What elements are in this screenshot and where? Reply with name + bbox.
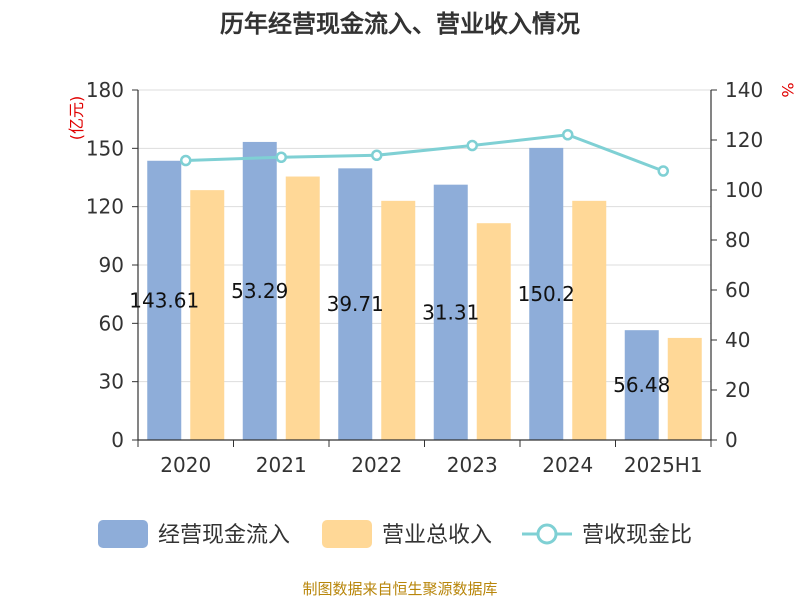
cash-inflow-bar	[338, 168, 373, 440]
revenue-bar	[381, 200, 416, 440]
right-tick-label: 100	[725, 178, 763, 202]
data-labels: 143.61 53.29 39.71 31.31 150.2 56.48	[129, 279, 670, 397]
axes: 0 30 60 90 120 150 180 0 20 40 60 80 100 120 140 2020 20…	[86, 78, 763, 477]
left-tick-label: 90	[99, 253, 124, 277]
left-tick-label: 0	[111, 428, 124, 452]
x-tick-label: 2024	[542, 453, 593, 477]
legend-revenue-swatch	[322, 520, 372, 548]
grid	[138, 89, 711, 383]
ratio-point	[180, 154, 192, 167]
cash-inflow-data-label: 31.31	[422, 300, 479, 324]
x-tick-label: 2025H1	[624, 453, 703, 477]
ratio-line-path	[185, 133, 664, 173]
cash-inflow-data-label: 143.61	[129, 288, 199, 312]
right-tick-label: 0	[725, 428, 738, 452]
cash-inflow-bar	[242, 141, 277, 441]
right-tick-label: 140	[725, 78, 763, 102]
cash-inflow-data-label: 39.71	[327, 292, 384, 316]
right-tick-label: 40	[725, 328, 750, 352]
ratio-point	[275, 151, 287, 163]
x-tick-label: 2022	[351, 453, 402, 477]
legend-revenue-label: 营业总收入	[382, 523, 492, 548]
x-tick-label: 2021	[256, 453, 307, 477]
right-tick-label: 60	[725, 278, 750, 302]
ratio-point	[466, 139, 478, 152]
right-tick-label: 80	[725, 228, 750, 252]
cash-inflow-bar	[529, 147, 564, 440]
cash-inflow-data-label: 56.48	[613, 373, 670, 397]
legend-ratio-marker	[536, 523, 558, 545]
cash-inflow-bar	[433, 184, 468, 440]
legend-cash-inflow-label: 经营现金流入	[158, 523, 290, 548]
left-tick-label: 120	[86, 195, 124, 219]
ratio-line	[180, 129, 669, 177]
chart-title: 历年经营现金流入、营业收入情况	[220, 10, 580, 38]
legend: 经营现金流入 营业总收入 营收现金比	[98, 520, 692, 548]
ratio-point	[657, 165, 669, 177]
cash-inflow-data-label: 53.29	[231, 279, 288, 303]
left-tick-label: 180	[86, 78, 124, 102]
x-tick-label: 2023	[447, 453, 498, 477]
source-note: 制图数据来自恒生聚源数据库	[302, 580, 497, 598]
right-tick-label: 120	[725, 128, 763, 152]
ratio-point	[371, 149, 383, 161]
right-tick-label: 20	[725, 378, 750, 402]
left-tick-label: 60	[99, 311, 124, 335]
cash-inflow-bar	[624, 330, 659, 440]
ratio-point	[562, 129, 574, 141]
revenue-bar	[572, 200, 607, 440]
cash-inflow-data-label: 150.2	[518, 282, 575, 306]
x-tick-label: 2020	[160, 453, 211, 477]
bar-group	[147, 141, 702, 441]
revenue-bar	[190, 190, 225, 440]
revenue-bar	[476, 223, 511, 440]
legend-cash-inflow-swatch	[98, 520, 148, 548]
revenue-bar	[285, 176, 320, 440]
cash-inflow-bar	[147, 160, 182, 440]
left-tick-label: 30	[99, 370, 124, 394]
legend-ratio-label: 营收现金比	[582, 523, 692, 548]
left-axis-unit: (亿元)	[67, 96, 86, 141]
right-axis-unit: %	[778, 82, 797, 97]
revenue-bar	[667, 337, 702, 440]
left-tick-label: 150	[86, 136, 124, 160]
